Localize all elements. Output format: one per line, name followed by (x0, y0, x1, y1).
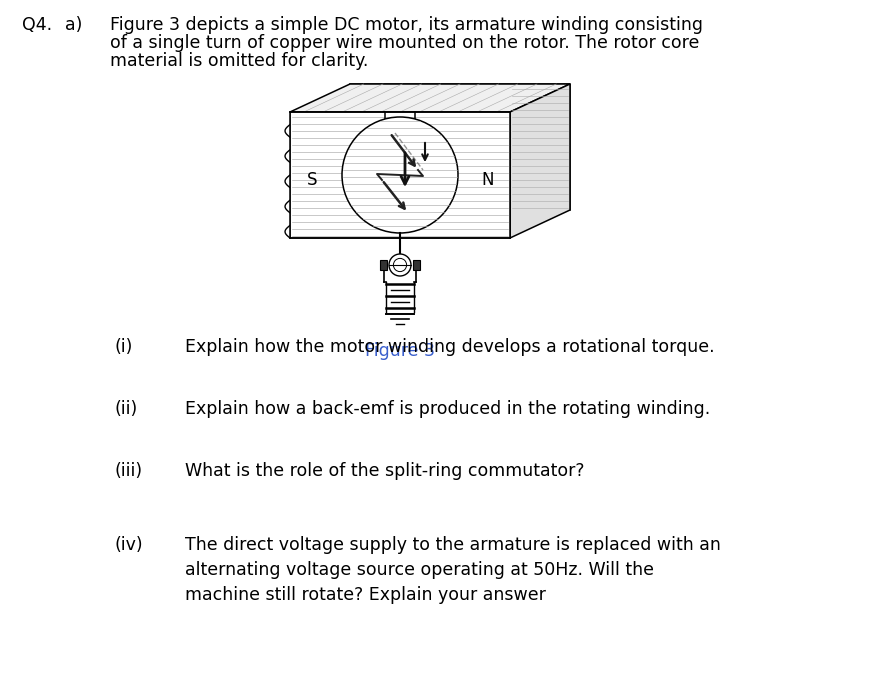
Text: The direct voltage supply to the armature is replaced with an
alternating voltag: The direct voltage supply to the armatur… (185, 536, 720, 604)
Text: Figure 3 depicts a simple DC motor, its armature winding consisting: Figure 3 depicts a simple DC motor, its … (110, 16, 702, 34)
Text: S: S (306, 171, 317, 189)
Ellipse shape (389, 254, 410, 276)
Polygon shape (380, 260, 387, 270)
Text: of a single turn of copper wire mounted on the rotor. The rotor core: of a single turn of copper wire mounted … (110, 34, 699, 52)
Text: N: N (481, 171, 494, 189)
Text: What is the role of the split-ring commutator?: What is the role of the split-ring commu… (185, 462, 584, 480)
Text: a): a) (65, 16, 82, 34)
Text: (ii): (ii) (115, 400, 138, 418)
Ellipse shape (393, 258, 406, 271)
Text: Q4.: Q4. (22, 16, 52, 34)
Text: Explain how a back-emf is produced in the rotating winding.: Explain how a back-emf is produced in th… (185, 400, 709, 418)
Polygon shape (350, 84, 569, 210)
Ellipse shape (342, 117, 458, 233)
Text: (iii): (iii) (115, 462, 143, 480)
Polygon shape (412, 260, 419, 270)
Text: Figure 3: Figure 3 (365, 342, 434, 360)
Text: (iv): (iv) (115, 536, 144, 554)
Polygon shape (289, 112, 510, 238)
Polygon shape (510, 84, 569, 238)
Text: (i): (i) (115, 338, 133, 356)
Polygon shape (289, 84, 569, 112)
Text: material is omitted for clarity.: material is omitted for clarity. (110, 52, 368, 70)
Text: Explain how the motor winding develops a rotational torque.: Explain how the motor winding develops a… (185, 338, 714, 356)
